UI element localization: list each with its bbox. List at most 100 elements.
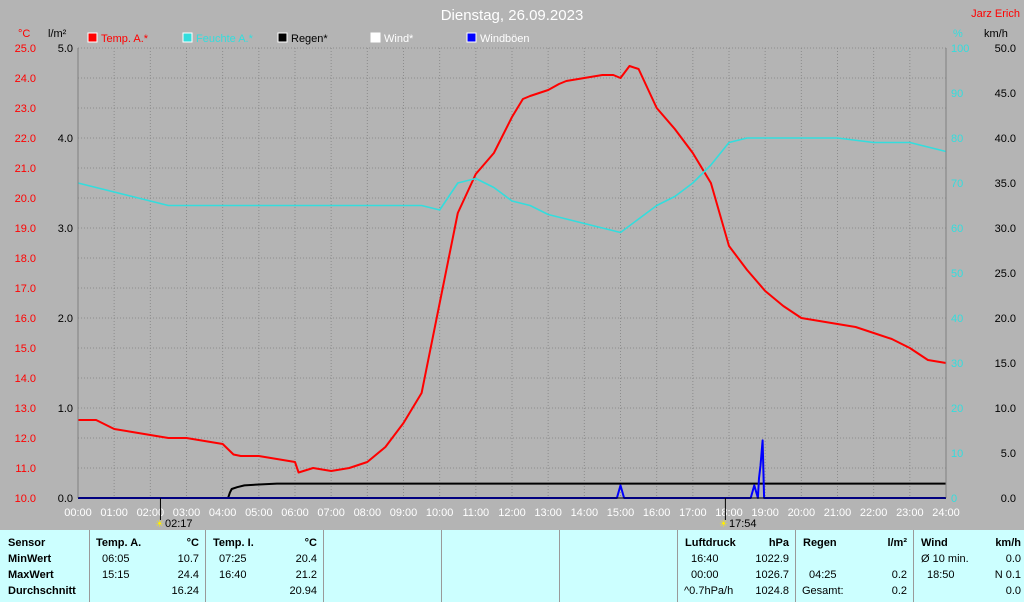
brand-label: Jarz Erich [971,8,1020,20]
rain-total-value: 0.2 [891,585,907,597]
temp-tick-label: 21.0 [15,163,36,175]
wind-tick-label: 20.0 [995,313,1016,325]
humidity-unit-label: % [953,28,963,40]
durchschnitt-label: Durchschnitt [8,585,76,597]
legend-item: Regen* [277,32,328,45]
x-tick-label: 10:00 [426,507,454,519]
legend-swatch [87,32,98,43]
sunrise-marker: ☀ 02:17 [155,518,193,530]
wind-unit: km/h [995,537,1021,549]
temp-a-min-time: 06:05 [102,553,130,565]
minwert-label: MinWert [8,553,52,565]
x-tick-label: 13:00 [534,507,562,519]
humidity-tick-label: 60 [951,223,963,235]
empty-column-2 [441,530,559,602]
wind-max-value: N 0.1 [994,569,1021,581]
humidity-tick-label: 90 [951,88,963,100]
legend-item: Windböen [466,32,530,45]
chart-title: Dienstag, 26.09.2023 [441,7,584,24]
x-tick-label: 15:00 [607,507,635,519]
wind-tick-label: 45.0 [995,88,1016,100]
humidity-tick-label: 50 [951,268,963,280]
temp-tick-label: 22.0 [15,133,36,145]
x-tick-label: 11:00 [462,507,489,519]
sensor-column: Sensor MinWert MaxWert Durchschnitt [0,530,89,602]
x-tick-label: 21:00 [824,507,852,519]
wind-tick-label: 40.0 [995,133,1016,145]
legend: Temp. A.* Feuchte A.* Regen* Wind* Windböen [87,32,530,45]
axes: 00:00 01:00 02:00 03:00 04:00 05:00 06:00 07:00… [15,43,1016,520]
humidity-tick-label: 20 [951,403,963,415]
pressure-r2-time: 00:00 [691,569,719,581]
x-tick-label: 02:00 [137,507,165,519]
rain-tick-label: 0.0 [58,493,73,505]
x-tick-label: 22:00 [860,507,888,519]
legend-item: Feuchte A.* [182,32,254,45]
series-line-rain [78,482,946,499]
temp-a-avg-value: 16.24 [171,585,199,597]
rain-tick-label: 4.0 [58,133,73,145]
legend-label: Temp. A.* [101,33,149,45]
sensor-header: Sensor [8,537,46,549]
temp-tick-label: 10.0 [15,493,36,505]
series-line-wind [78,439,946,499]
humidity-tick-label: 70 [951,178,963,190]
temp-tick-label: 13.0 [15,403,36,415]
pressure-trend: ^0.7hPa/h [684,585,734,597]
wind-tick-label: 30.0 [995,223,1016,235]
sunrise-time: 02:17 [165,518,193,530]
legend-swatch [466,32,477,43]
legend-item: Temp. A.* [87,32,149,45]
empty-column-1 [323,530,441,602]
temp-a-unit: °C [186,537,199,549]
sunset-marker: ☀ 17:54 [719,518,757,530]
wind-max-time: 18:50 [927,569,955,581]
x-tick-label: 17:00 [679,507,707,519]
x-tick-label: 23:00 [896,507,924,519]
x-tick-label: 18:00 [715,507,743,519]
temp-i-header: Temp. I. [213,537,254,549]
wind-column: Wind km/h Ø 10 min. 0.0 18:50 N 0.1 0.0 [913,530,1024,602]
wind-tick-label: 0.0 [1001,493,1016,505]
empty-column-3 [559,530,677,602]
temp-a-min-value: 10.7 [177,553,199,565]
legend-label: Windböen [480,33,530,45]
temp-i-min-time: 07:25 [219,553,247,565]
temp-tick-label: 23.0 [15,103,36,115]
humidity-tick-label: 100 [951,43,969,55]
wind-tick-label: 35.0 [995,178,1016,190]
humidity-tick-label: 10 [951,448,963,460]
wind-tick-label: 50.0 [995,43,1016,55]
wind-tick-label: 15.0 [995,358,1016,370]
x-tick-label: 01:00 [100,507,128,519]
pressure-r1-time: 16:40 [691,553,719,565]
rain-tick-label: 2.0 [58,313,73,325]
temp-i-max-value: 21.2 [295,569,317,581]
x-tick-label: 19:00 [751,507,779,519]
temp-tick-label: 15.0 [15,343,36,355]
wind-avg-label: Ø 10 min. [921,553,969,565]
pressure-r2-value: 1026.7 [755,569,789,581]
wind-tick-label: 5.0 [1001,448,1016,460]
sun-icon: ☀ [155,519,164,530]
temp-i-column: Temp. I. °C 07:25 20.4 16:40 21.2 20.94 [205,530,323,602]
x-tick-label: 24:00 [932,507,960,519]
rain-r2-value: 0.2 [891,569,907,581]
rain-tick-label: 3.0 [58,223,73,235]
grid [77,47,947,499]
x-tick-label: 05:00 [245,507,273,519]
wind-avg-value: 0.0 [1005,553,1021,565]
temp-a-header: Temp. A. [96,537,142,549]
x-tick-label: 20:00 [788,507,816,519]
temp-tick-label: 25.0 [15,43,36,55]
temp-a-max-value: 24.4 [177,569,199,581]
rain-header: Regen [803,537,837,549]
x-tick-label: 14:00 [571,507,599,519]
humidity-tick-label: 80 [951,133,963,145]
x-tick-label: 04:00 [209,507,237,519]
wind-tick-label: 25.0 [995,268,1016,280]
temp-tick-label: 11.0 [15,463,36,475]
rain-tick-label: 5.0 [58,43,73,55]
wind-tick-label: 10.0 [995,403,1016,415]
pressure-r3-value: 1024.8 [755,585,789,597]
